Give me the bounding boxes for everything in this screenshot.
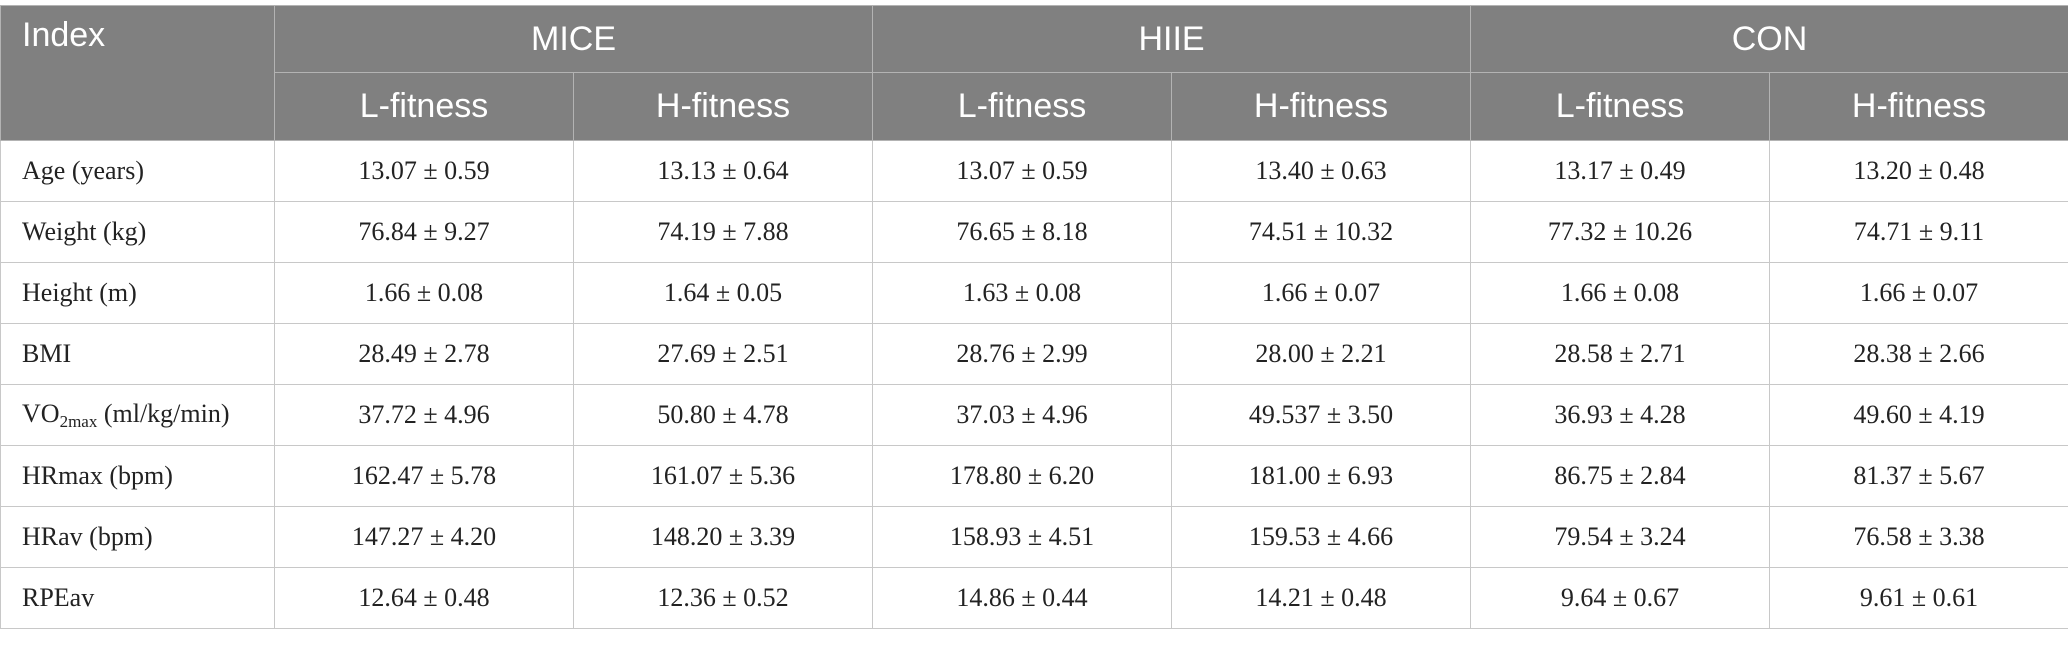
table-row: Height (m) 1.66 ± 0.08 1.64 ± 0.05 1.63 … xyxy=(0,262,2068,324)
table-cell: 28.76 ± 2.99 xyxy=(872,323,1172,385)
row-label-suffix: (ml/kg/min) xyxy=(97,398,230,428)
subgroup-header: L-fitness xyxy=(1470,72,1770,141)
table-cell: 1.66 ± 0.08 xyxy=(274,262,574,324)
table-cell: 76.65 ± 8.18 xyxy=(872,201,1172,263)
table-cell: 49.60 ± 4.19 xyxy=(1769,384,2068,446)
table-cell: 50.80 ± 4.78 xyxy=(573,384,873,446)
header-subgroup-row: L-fitness H-fitness L-fitness H-fitness … xyxy=(1,72,2068,141)
table-cell: 77.32 ± 10.26 xyxy=(1470,201,1770,263)
subgroup-header: H-fitness xyxy=(1171,72,1471,141)
table-cell: 1.66 ± 0.07 xyxy=(1769,262,2068,324)
table-row: Weight (kg) 76.84 ± 9.27 74.19 ± 7.88 76… xyxy=(0,201,2068,263)
table-cell: 161.07 ± 5.36 xyxy=(573,445,873,507)
table-row: Age (years) 13.07 ± 0.59 13.13 ± 0.64 13… xyxy=(0,140,2068,202)
table-cell: 76.84 ± 9.27 xyxy=(274,201,574,263)
row-label-bmi: BMI xyxy=(0,323,275,385)
table-row: HRmax (bpm) 162.47 ± 5.78 161.07 ± 5.36 … xyxy=(0,445,2068,507)
table-cell: 74.19 ± 7.88 xyxy=(573,201,873,263)
table-cell: 14.86 ± 0.44 xyxy=(872,567,1172,629)
group-header-hiie: HIIE xyxy=(872,5,1471,73)
subgroup-header: H-fitness xyxy=(573,72,873,141)
table-cell: 147.27 ± 4.20 xyxy=(274,506,574,568)
table-cell: 1.66 ± 0.08 xyxy=(1470,262,1770,324)
index-column-header: Index xyxy=(0,5,275,141)
table-cell: 12.64 ± 0.48 xyxy=(274,567,574,629)
table-cell: 74.71 ± 9.11 xyxy=(1769,201,2068,263)
table-row: VO2max (ml/kg/min) 37.72 ± 4.96 50.80 ± … xyxy=(0,384,2068,446)
row-label-age: Age (years) xyxy=(0,140,275,202)
table-cell: 148.20 ± 3.39 xyxy=(573,506,873,568)
table-cell: 27.69 ± 2.51 xyxy=(573,323,873,385)
table-cell: 13.17 ± 0.49 xyxy=(1470,140,1770,202)
table-cell: 74.51 ± 10.32 xyxy=(1171,201,1471,263)
table-cell: 13.07 ± 0.59 xyxy=(872,140,1172,202)
row-label-hrav: HRav (bpm) xyxy=(0,506,275,568)
subgroup-header: H-fitness xyxy=(1769,72,2068,141)
subgroup-header: L-fitness xyxy=(872,72,1172,141)
data-table-container: Index MICE HIIE CON L-fitness H-fitness … xyxy=(0,5,2068,629)
table-cell: 81.37 ± 5.67 xyxy=(1769,445,2068,507)
table-row: BMI 28.49 ± 2.78 27.69 ± 2.51 28.76 ± 2.… xyxy=(0,323,2068,385)
table-cell: 159.53 ± 4.66 xyxy=(1171,506,1471,568)
group-header-con: CON xyxy=(1470,5,2068,73)
table-cell: 28.49 ± 2.78 xyxy=(274,323,574,385)
table-cell: 76.58 ± 3.38 xyxy=(1769,506,2068,568)
row-label-subscript: 2max xyxy=(59,411,98,431)
row-label-rpeav: RPEav xyxy=(0,567,275,629)
table-cell: 12.36 ± 0.52 xyxy=(573,567,873,629)
table-cell: 28.58 ± 2.71 xyxy=(1470,323,1770,385)
group-header-mice: MICE xyxy=(274,5,873,73)
table-cell: 79.54 ± 3.24 xyxy=(1470,506,1770,568)
row-label-prefix: VO xyxy=(22,398,60,428)
table-cell: 13.07 ± 0.59 xyxy=(274,140,574,202)
table-cell: 14.21 ± 0.48 xyxy=(1171,567,1471,629)
table-cell: 37.03 ± 4.96 xyxy=(872,384,1172,446)
row-label-weight: Weight (kg) xyxy=(0,201,275,263)
table-cell: 1.64 ± 0.05 xyxy=(573,262,873,324)
table-cell: 28.38 ± 2.66 xyxy=(1769,323,2068,385)
table-cell: 13.13 ± 0.64 xyxy=(573,140,873,202)
table-cell: 13.20 ± 0.48 xyxy=(1769,140,2068,202)
table-body: Age (years) 13.07 ± 0.59 13.13 ± 0.64 13… xyxy=(0,140,2068,629)
table-cell: 37.72 ± 4.96 xyxy=(274,384,574,446)
table-cell: 28.00 ± 2.21 xyxy=(1171,323,1471,385)
row-label-height: Height (m) xyxy=(0,262,275,324)
table-cell: 86.75 ± 2.84 xyxy=(1470,445,1770,507)
row-label-vo2max: VO2max (ml/kg/min) xyxy=(0,384,275,446)
subgroup-header: L-fitness xyxy=(274,72,574,141)
table-cell: 9.64 ± 0.67 xyxy=(1470,567,1770,629)
table-cell: 49.537 ± 3.50 xyxy=(1171,384,1471,446)
table-cell: 1.63 ± 0.08 xyxy=(872,262,1172,324)
row-label-hrmax: HRmax (bpm) xyxy=(0,445,275,507)
table-cell: 162.47 ± 5.78 xyxy=(274,445,574,507)
data-table: Index MICE HIIE CON L-fitness H-fitness … xyxy=(0,5,2068,629)
header-group-row: Index MICE HIIE CON xyxy=(0,5,2068,141)
table-header: Index MICE HIIE CON L-fitness H-fitness … xyxy=(0,5,2068,141)
table-row: HRav (bpm) 147.27 ± 4.20 148.20 ± 3.39 1… xyxy=(0,506,2068,568)
table-cell: 181.00 ± 6.93 xyxy=(1171,445,1471,507)
table-cell: 178.80 ± 6.20 xyxy=(872,445,1172,507)
table-cell: 1.66 ± 0.07 xyxy=(1171,262,1471,324)
table-cell: 9.61 ± 0.61 xyxy=(1769,567,2068,629)
table-cell: 13.40 ± 0.63 xyxy=(1171,140,1471,202)
table-cell: 158.93 ± 4.51 xyxy=(872,506,1172,568)
table-row: RPEav 12.64 ± 0.48 12.36 ± 0.52 14.86 ± … xyxy=(0,567,2068,629)
table-cell: 36.93 ± 4.28 xyxy=(1470,384,1770,446)
